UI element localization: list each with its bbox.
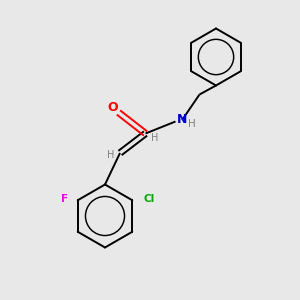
Text: F: F	[61, 194, 68, 204]
Text: H: H	[151, 133, 158, 143]
Text: O: O	[107, 100, 118, 114]
Text: N: N	[177, 112, 188, 126]
Text: H: H	[188, 119, 196, 130]
Text: Cl: Cl	[144, 194, 155, 204]
Text: H: H	[107, 150, 114, 161]
